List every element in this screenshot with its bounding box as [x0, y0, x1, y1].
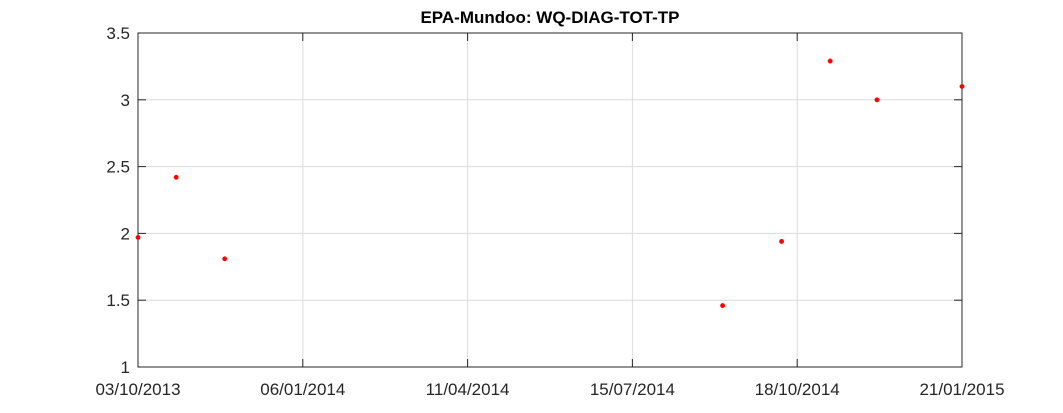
- y-tick-label: 2: [121, 224, 130, 243]
- data-point: [959, 83, 965, 89]
- data-point: [135, 234, 141, 240]
- axis-ticks: [137, 32, 963, 368]
- x-tick-label: 15/07/2014: [590, 380, 675, 399]
- x-tick-label: 06/01/2014: [260, 380, 345, 399]
- data-point: [874, 97, 880, 103]
- x-tick-label: 21/01/2015: [919, 380, 1004, 399]
- y-tick-label: 3.5: [106, 24, 130, 43]
- y-tick-label: 3: [121, 91, 130, 110]
- data-point: [720, 303, 726, 308]
- data-point: [779, 238, 785, 244]
- y-tick-label: 1.5: [106, 291, 130, 310]
- data-point: [173, 174, 179, 180]
- x-tick-label: 18/10/2014: [755, 380, 840, 399]
- grid: [137, 32, 963, 368]
- plot-frame: [137, 32, 963, 368]
- y-tick-label: 1: [121, 358, 130, 377]
- chart-title: EPA-Mundoo: WQ-DIAG-TOT-TP: [420, 8, 679, 27]
- y-tick-label: 2.5: [106, 158, 130, 177]
- data-points: [135, 58, 965, 308]
- x-tick-label: 11/04/2014: [426, 380, 510, 399]
- x-tick-label: 03/10/2013: [95, 380, 180, 399]
- data-point: [222, 256, 228, 262]
- tick-labels: 03/10/2013 06/01/2014 11/04/2014 15/07/2014…: [95, 24, 1004, 399]
- data-point: [827, 58, 833, 64]
